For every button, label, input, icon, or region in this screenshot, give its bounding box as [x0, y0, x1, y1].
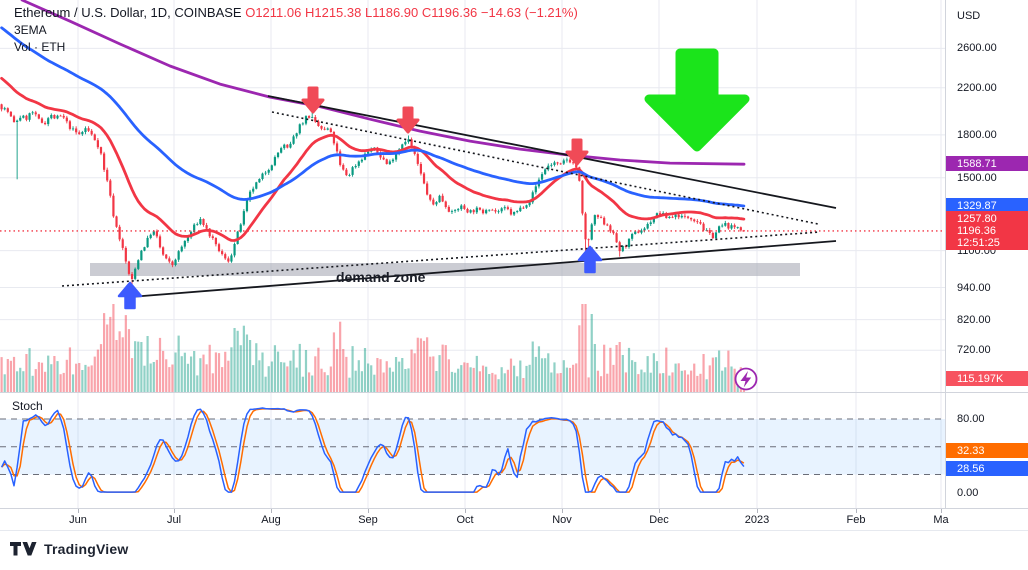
- red-down-arrow[interactable]: [565, 138, 589, 166]
- green-down-arrow[interactable]: [644, 48, 750, 152]
- lower-support-line[interactable]: [129, 240, 837, 298]
- time-label-jul[interactable]: Jul: [166, 514, 182, 526]
- upper-dotted-line[interactable]: [271, 111, 819, 225]
- time-axis[interactable]: Jun Jul Aug Sep Oct Nov Dec 2023 Feb Ma: [0, 508, 1028, 531]
- ohlc-open: O1211.06: [245, 5, 302, 20]
- price-tick-label: 820.00: [957, 314, 991, 326]
- blue-up-arrow[interactable]: [117, 281, 143, 310]
- ema-mid-line[interactable]: [0, 26, 746, 208]
- last-price-badge: 1196.36 12:51:25: [946, 223, 1028, 250]
- ema-slow-line[interactable]: [20, 0, 746, 166]
- time-label-oct[interactable]: Oct: [456, 514, 474, 526]
- time-label-aug[interactable]: Aug: [261, 514, 281, 526]
- time-tick: [271, 509, 272, 513]
- ohlc-low: L1186.90: [364, 5, 419, 20]
- stoch-k-badge: 28.56: [946, 461, 1028, 476]
- ohlc-high: H1215.38: [304, 5, 362, 20]
- candles-layer: [0, 103, 746, 289]
- upper-resistance-line[interactable]: [267, 95, 837, 209]
- price-tick-label: 1500.00: [957, 172, 997, 184]
- chart-canvas[interactable]: [0, 0, 945, 531]
- lightning-icon: [740, 371, 752, 388]
- demand-zone-label[interactable]: demand zone: [336, 269, 426, 285]
- tradingview-logo-icon: [10, 542, 37, 556]
- time-label-ma[interactable]: Ma: [933, 514, 949, 526]
- indicator-label-stoch[interactable]: Stoch: [12, 399, 43, 413]
- red-down-arrow[interactable]: [396, 106, 420, 134]
- indicator-label-ema[interactable]: 3EMA: [14, 23, 47, 37]
- volume-badge: 115.197K: [946, 371, 1028, 386]
- time-tick: [562, 509, 563, 513]
- price-tick-label: 2600.00: [957, 42, 997, 54]
- instant-trade-button[interactable]: [734, 367, 758, 391]
- ohlc-close: C1196.36: [421, 5, 478, 20]
- stoch-d-badge: 32.33: [946, 443, 1028, 458]
- price-axis[interactable]: USD 2600.00 2200.00 1800.00 1500.00 1100.00 9…: [945, 0, 1028, 531]
- time-label-nov[interactable]: Nov: [552, 514, 572, 526]
- countdown-timer: 12:51:25: [957, 237, 1000, 249]
- stoch-k-line[interactable]: [0, 407, 745, 493]
- footer-bar: TradingView: [0, 531, 1028, 570]
- time-tick: [856, 509, 857, 513]
- time-tick: [941, 509, 942, 513]
- time-tick: [78, 509, 79, 513]
- grid-layer: [0, 0, 945, 508]
- tradingview-logo[interactable]: TradingView: [10, 541, 128, 557]
- chart-legend: Ethereum / U.S. Dollar, 1D, COINBASE O12…: [14, 5, 578, 55]
- blue-up-arrow[interactable]: [577, 245, 603, 274]
- demand-zone-band[interactable]: [90, 263, 800, 276]
- time-label-2023[interactable]: 2023: [744, 514, 770, 526]
- tradingview-logo-text: TradingView: [44, 541, 129, 557]
- time-tick: [659, 509, 660, 513]
- ema-fast-line[interactable]: [0, 76, 746, 242]
- volume-layer: [0, 304, 746, 392]
- axis-currency-label: USD: [957, 10, 981, 22]
- time-label-dec[interactable]: Dec: [649, 514, 669, 526]
- time-tick: [757, 509, 758, 513]
- time-label-sep[interactable]: Sep: [358, 514, 378, 526]
- time-label-jun[interactable]: Jun: [69, 514, 87, 526]
- time-tick: [174, 509, 175, 513]
- pane-divider-volume-stoch[interactable]: [0, 392, 1028, 393]
- time-label-feb[interactable]: Feb: [846, 514, 866, 526]
- stoch-tick-label: 0.00: [957, 487, 979, 499]
- time-tick: [368, 509, 369, 513]
- time-tick: [465, 509, 466, 513]
- symbol-title[interactable]: Ethereum / U.S. Dollar, 1D, COINBASE: [14, 5, 242, 20]
- ohlc-change: −14.63 (−1.21%): [480, 5, 578, 20]
- lower-dotted-line[interactable]: [61, 231, 821, 287]
- ema-mid-badge: 1329.87: [946, 198, 1028, 213]
- indicator-label-volume[interactable]: Vol · ETH: [14, 40, 66, 54]
- symbol-ohlc-row: Ethereum / U.S. Dollar, 1D, COINBASE O12…: [14, 5, 578, 21]
- price-tick-label: 940.00: [957, 282, 991, 294]
- ema-slow-badge: 1588.71: [946, 156, 1028, 171]
- ema-fast-badge: 1257.80: [946, 211, 1028, 226]
- price-tick-label: 2200.00: [957, 82, 997, 94]
- price-tick-label: 1800.00: [957, 129, 997, 141]
- price-tick-label: 720.00: [957, 344, 991, 356]
- stoch-tick-label: 80.00: [957, 413, 985, 425]
- red-down-arrow[interactable]: [301, 86, 325, 114]
